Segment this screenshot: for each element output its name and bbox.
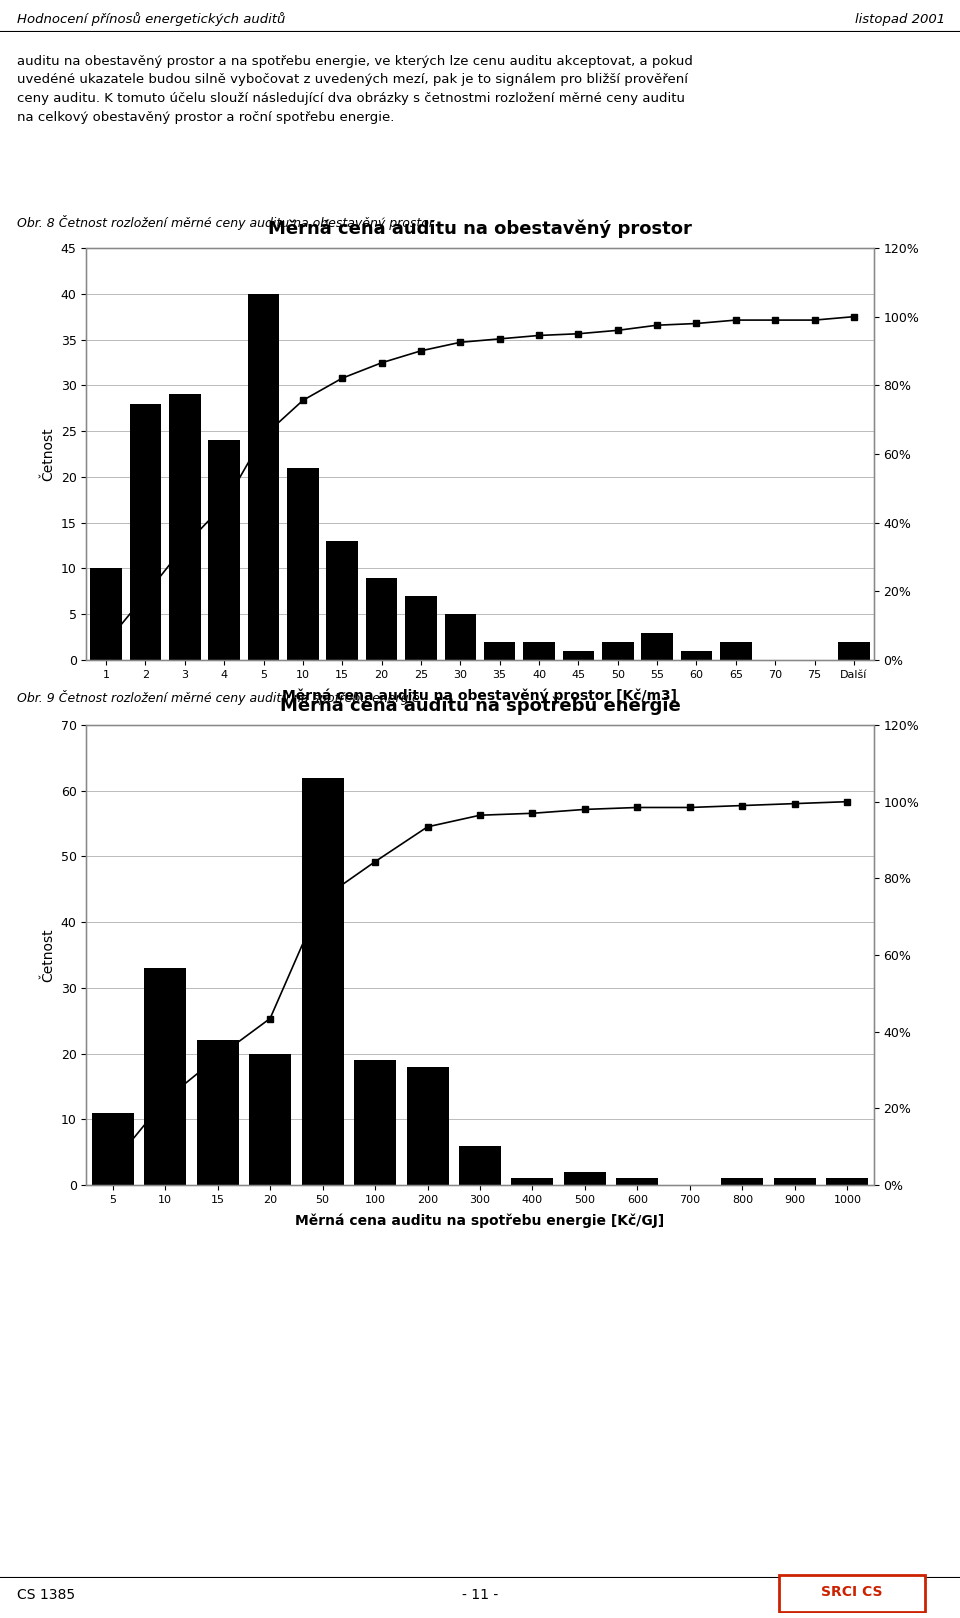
Text: CS 1385: CS 1385 <box>17 1587 76 1602</box>
X-axis label: Měrná cena auditu na spotřebu energie [Kč/GJ]: Měrná cena auditu na spotřebu energie [K… <box>296 1214 664 1228</box>
Text: Obr. 9 Četnost rozložení měrné ceny auditu na spotřebu energie: Obr. 9 Četnost rozložení měrné ceny audi… <box>17 689 420 705</box>
Bar <box>564 1171 606 1184</box>
Bar <box>90 568 122 660</box>
Text: listopad 2001: listopad 2001 <box>855 13 946 26</box>
Bar <box>301 778 344 1184</box>
Bar <box>616 1178 659 1184</box>
Bar <box>130 403 161 660</box>
Text: - 11 -: - 11 - <box>462 1587 498 1602</box>
Bar <box>144 968 186 1184</box>
Text: Hodnocení přínosů energetických auditů: Hodnocení přínosů energetických auditů <box>17 11 286 26</box>
FancyBboxPatch shape <box>780 1574 924 1612</box>
X-axis label: Měrná cena auditu na obestavěný prostor [Kč/m3]: Měrná cena auditu na obestavěný prostor … <box>282 688 678 702</box>
Bar <box>366 578 397 660</box>
Bar <box>720 642 752 660</box>
Text: SRCI CS: SRCI CS <box>821 1586 883 1599</box>
Bar <box>512 1178 554 1184</box>
Bar <box>641 633 673 660</box>
Bar <box>287 468 319 660</box>
Bar <box>248 294 279 660</box>
Bar <box>249 1053 291 1184</box>
Bar <box>563 650 594 660</box>
Bar <box>721 1178 763 1184</box>
Bar <box>459 1146 501 1184</box>
Bar <box>774 1178 816 1184</box>
Bar <box>838 642 870 660</box>
Bar <box>602 642 634 660</box>
Title: Měrná cena auditu na spotřebu energie: Měrná cena auditu na spotřebu energie <box>279 697 681 715</box>
Bar <box>91 1113 133 1184</box>
Text: Obr. 8 Četnost rozložení měrné ceny auditu na obestavěný prostor: Obr. 8 Četnost rozložení měrné ceny audi… <box>17 215 434 230</box>
Bar <box>523 642 555 660</box>
Bar <box>169 395 201 660</box>
Text: auditu na obestavěný prostor a na spotřebu energie, ve kterých lze cenu auditu a: auditu na obestavěný prostor a na spotře… <box>17 55 693 123</box>
Bar <box>354 1060 396 1184</box>
Y-axis label: Četnost: Četnost <box>41 427 56 481</box>
Bar <box>208 440 240 660</box>
Y-axis label: Četnost: Četnost <box>41 929 55 982</box>
Bar <box>681 650 712 660</box>
Bar <box>827 1178 869 1184</box>
Bar <box>484 642 516 660</box>
Bar <box>405 595 437 660</box>
Bar <box>444 615 476 660</box>
Bar <box>197 1040 239 1184</box>
Bar <box>406 1066 448 1184</box>
Title: Měrná cena auditu na obestavěný prostor: Měrná cena auditu na obestavěný prostor <box>268 220 692 238</box>
Bar <box>326 540 358 660</box>
